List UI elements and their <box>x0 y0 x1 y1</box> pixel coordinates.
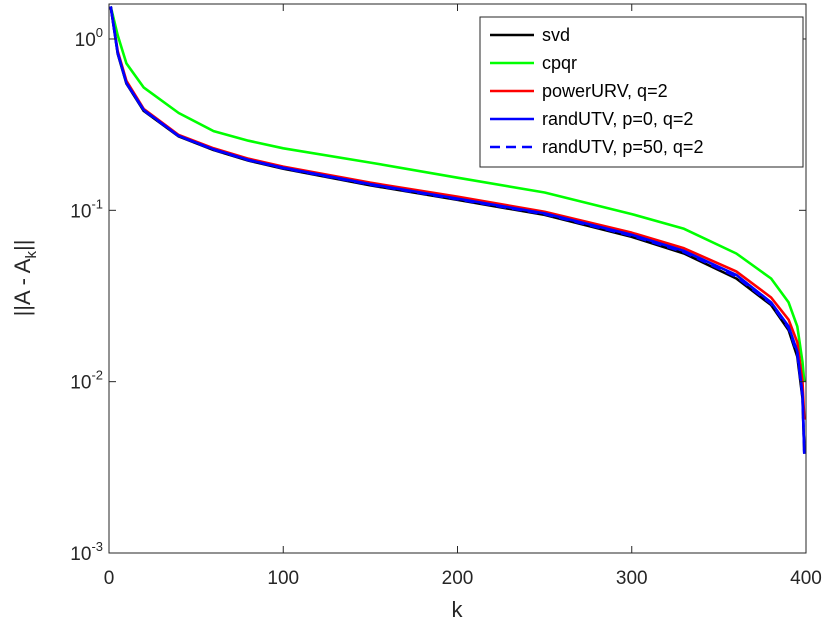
legend-label: cpqr <box>542 53 577 73</box>
y-axis-label-main: ||A - A <box>10 258 35 316</box>
series-line-2 <box>109 6 806 382</box>
legend-label: svd <box>542 25 570 45</box>
legend-label: randUTV, p=50, q=2 <box>542 137 703 157</box>
series-layer <box>109 6 806 454</box>
legend: svd cpqr powerURV, q=2 randUTV, p=0, q=2 ran… <box>479 16 804 168</box>
x-tick-label: 300 <box>616 568 648 589</box>
x-tick-label: 400 <box>790 568 822 589</box>
x-axis-label: k <box>452 597 464 622</box>
y-tick-label: 10-1 <box>70 196 103 222</box>
y-axis-label-sub: k <box>23 251 40 259</box>
y-tick-label: 10-2 <box>70 368 103 394</box>
y-tick-label: 10-3 <box>70 539 103 565</box>
series-line-5 <box>109 6 806 454</box>
legend-label: randUTV, p=0, q=2 <box>542 109 693 129</box>
legend-label: powerURV, q=2 <box>542 81 668 101</box>
x-tick-label: 200 <box>442 568 474 589</box>
x-tick-label: 0 <box>104 568 115 589</box>
y-axis-label: ||A - Ak|| <box>10 240 40 317</box>
y-tick-label: 100 <box>75 25 103 51</box>
x-tick-label: 100 <box>267 568 299 589</box>
plot-frame <box>108 3 807 554</box>
y-axis-label-suffix: || <box>10 240 35 251</box>
